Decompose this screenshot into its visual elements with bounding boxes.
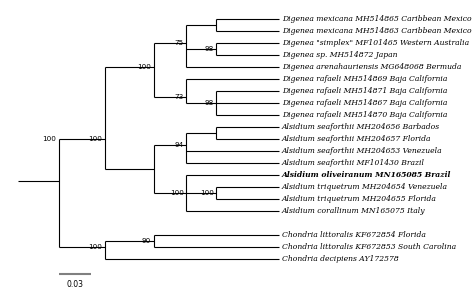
Text: Alsidium corallinum MN165075 Italy: Alsidium corallinum MN165075 Italy [282, 207, 425, 215]
Text: 100: 100 [88, 136, 102, 142]
Text: Digenea rafaeli MH514869 Baja California: Digenea rafaeli MH514869 Baja California [282, 75, 447, 84]
Text: Alsidium seaforthii MH204657 Florida: Alsidium seaforthii MH204657 Florida [282, 135, 431, 143]
Text: 100: 100 [88, 244, 102, 251]
Text: 98: 98 [204, 100, 214, 107]
Text: 0.03: 0.03 [66, 280, 83, 289]
Text: 75: 75 [174, 40, 184, 46]
Text: 73: 73 [174, 94, 184, 100]
Text: Chondria littoralis KF672854 Florida: Chondria littoralis KF672854 Florida [282, 231, 426, 239]
Text: Alsidium seaforthii MH204656 Barbados: Alsidium seaforthii MH204656 Barbados [282, 123, 440, 132]
Text: 100: 100 [170, 190, 184, 196]
Text: 100: 100 [200, 190, 214, 196]
Text: Digenea rafaeli MH514870 Baja California: Digenea rafaeli MH514870 Baja California [282, 111, 447, 119]
Text: Digenea mexicana MH514865 Caribbean Mexico: Digenea mexicana MH514865 Caribbean Mexi… [282, 15, 471, 23]
Text: Alsidium triquetrum MH204655 Florida: Alsidium triquetrum MH204655 Florida [282, 196, 437, 203]
Text: Chondria decipiens AY172578: Chondria decipiens AY172578 [282, 255, 398, 263]
Text: Chondria littoralis KF672853 South Carolina: Chondria littoralis KF672853 South Carol… [282, 244, 456, 251]
Text: 94: 94 [174, 142, 184, 148]
Text: 100: 100 [137, 64, 151, 70]
Text: Alsidium oliveiranum MN165085 Brazil: Alsidium oliveiranum MN165085 Brazil [282, 171, 451, 180]
Text: Alsidium seaforthii MH204653 Venezuela: Alsidium seaforthii MH204653 Venezuela [282, 148, 442, 155]
Text: Digenea arenahauriensis MG648068 Bermuda: Digenea arenahauriensis MG648068 Bermuda [282, 63, 461, 71]
Text: Digenea sp. MH514872 Japan: Digenea sp. MH514872 Japan [282, 52, 397, 59]
Text: Alsidium triquetrum MH204654 Venezuela: Alsidium triquetrum MH204654 Venezuela [282, 183, 447, 191]
Text: Digenea rafaeli MH514867 Baja California: Digenea rafaeli MH514867 Baja California [282, 100, 447, 107]
Text: 100: 100 [42, 136, 56, 142]
Text: 98: 98 [204, 46, 214, 52]
Text: Alsidium seaforthii MF101430 Brazil: Alsidium seaforthii MF101430 Brazil [282, 159, 425, 167]
Text: Digenea "simplex" MF101465 Western Australia: Digenea "simplex" MF101465 Western Austr… [282, 39, 469, 47]
Text: Digenea mexicana MH514863 Caribbean Mexico: Digenea mexicana MH514863 Caribbean Mexi… [282, 27, 471, 36]
Text: 90: 90 [142, 238, 151, 244]
Text: Digenea rafaeli MH514871 Baja California: Digenea rafaeli MH514871 Baja California [282, 87, 447, 95]
